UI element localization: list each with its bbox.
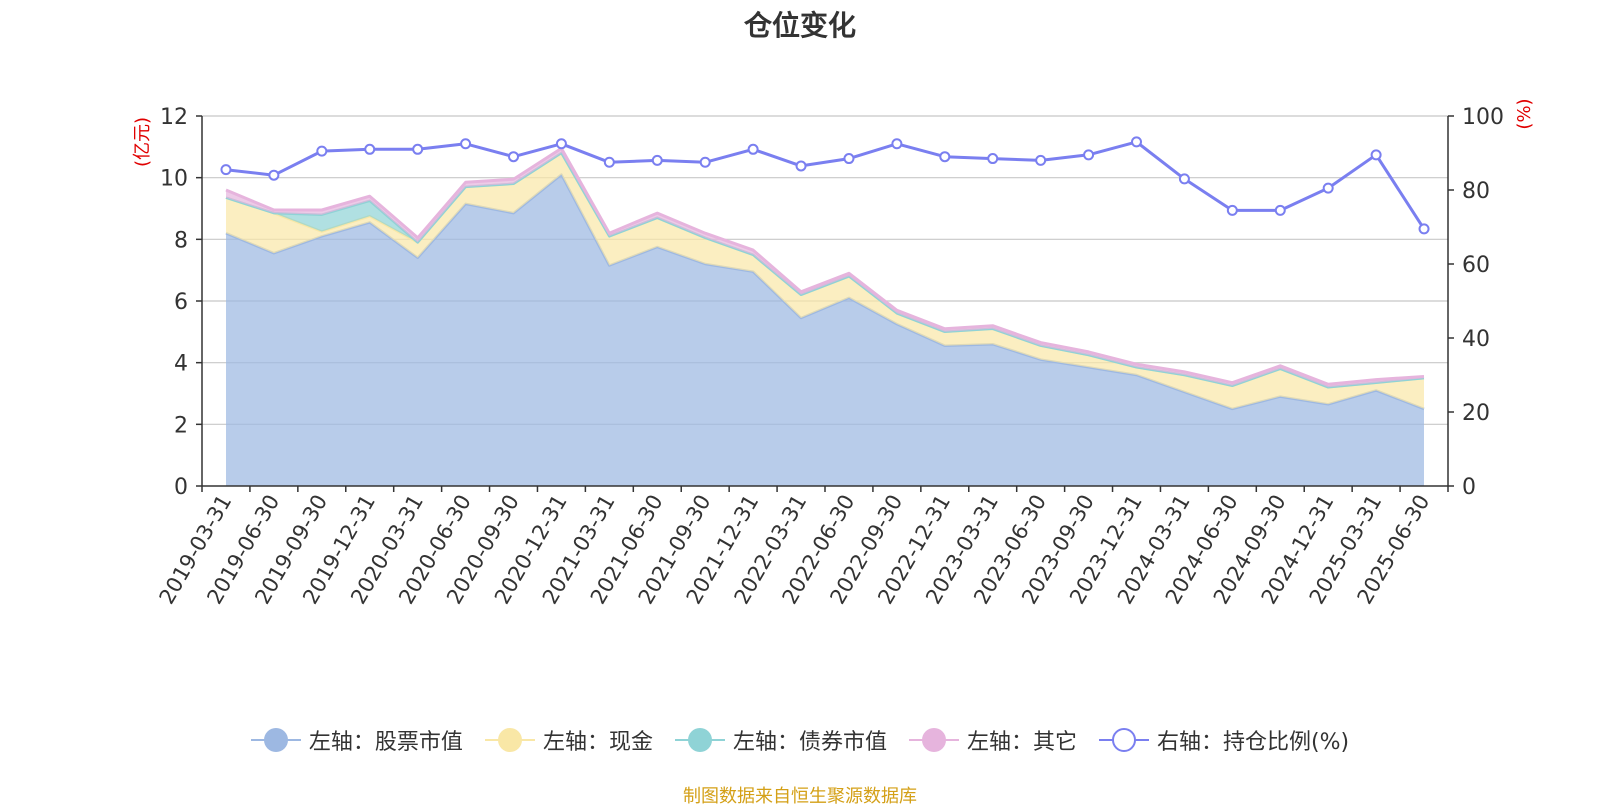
left-tick-label: 6 [174,290,188,315]
right-tick-label: 100 [1462,105,1504,130]
ratio-point [268,169,280,181]
legend-item-bond[interactable]: 左轴：债券市值 [674,724,887,756]
ratio-point [508,151,519,163]
left-tick-label: 0 [174,475,188,500]
ratio-point [939,151,951,163]
ratio-point [460,138,472,150]
legend-label: 左轴：债券市值 [732,730,887,755]
ratio-point [1274,204,1286,216]
left-tick-label: 10 [160,167,188,192]
right-tick-label: 20 [1462,401,1490,426]
ratio-point [316,145,328,157]
ratio-point [1083,149,1095,161]
area-stock [226,174,1424,486]
area-edge-other [225,146,1425,386]
legend-label: 左轴：股票市值 [308,730,463,755]
ratio-point [651,154,663,166]
left-tick-label: 8 [174,228,188,253]
ratio-point [891,138,903,150]
ratio-line [225,140,1426,230]
legend-item-ratio[interactable]: 右轴：持仓比例(%) [1098,724,1350,756]
left-tick-label: 4 [174,352,188,377]
right-tick-label: 80 [1462,179,1490,204]
ratio-point [220,164,232,176]
ratio-point [364,143,376,155]
ratio-point [1035,154,1047,166]
legend-label: 左轴：现金 [542,730,653,755]
ratio-point [843,153,855,165]
ratio-point [747,143,759,155]
source-note: 制图数据来自恒生聚源数据库 [683,786,917,807]
right-tick-label: 0 [1462,475,1476,500]
ratio-point [1131,136,1142,148]
legend-item-cash[interactable]: 左轴：现金 [484,724,653,756]
ratio-point [603,156,615,168]
legend-marker-bond [674,725,725,755]
ratio-point [1418,223,1430,235]
legend-marker-ratio [1098,725,1149,755]
ratio-point [412,143,424,155]
legend-item-stock[interactable]: 左轴：股票市值 [250,724,463,756]
ratio-point [1322,182,1334,194]
legend-label: 右轴：持仓比例(%) [1156,730,1350,755]
ratio-point [1226,204,1238,216]
legend-item-other[interactable]: 左轴：其它 [908,724,1077,756]
right-axis-unit: (%) [1514,98,1535,129]
legend-marker-other [908,725,959,755]
ratio-point [1178,173,1190,185]
chart-legend: 左轴：股票市值 左轴：现金 左轴：债券市值 左轴：其它 右轴：持仓比例(%) [0,724,1600,756]
right-tick-label: 60 [1462,253,1490,278]
area-cash [226,153,1424,409]
left-axis-unit: (亿元) [132,117,153,167]
chart-title: 仓位变化 [743,9,856,42]
legend-label: 左轴：其它 [966,730,1077,755]
ratio-point [987,153,999,165]
legend-marker-cash [484,725,535,755]
ratio-point [1370,149,1382,161]
ratio-point [699,156,711,168]
ratio-point [555,138,567,150]
right-tick-label: 40 [1462,327,1490,352]
left-tick-label: 12 [160,105,188,130]
legend-marker-stock [250,725,301,755]
ratio-point [795,160,807,172]
left-tick-label: 2 [174,413,188,438]
